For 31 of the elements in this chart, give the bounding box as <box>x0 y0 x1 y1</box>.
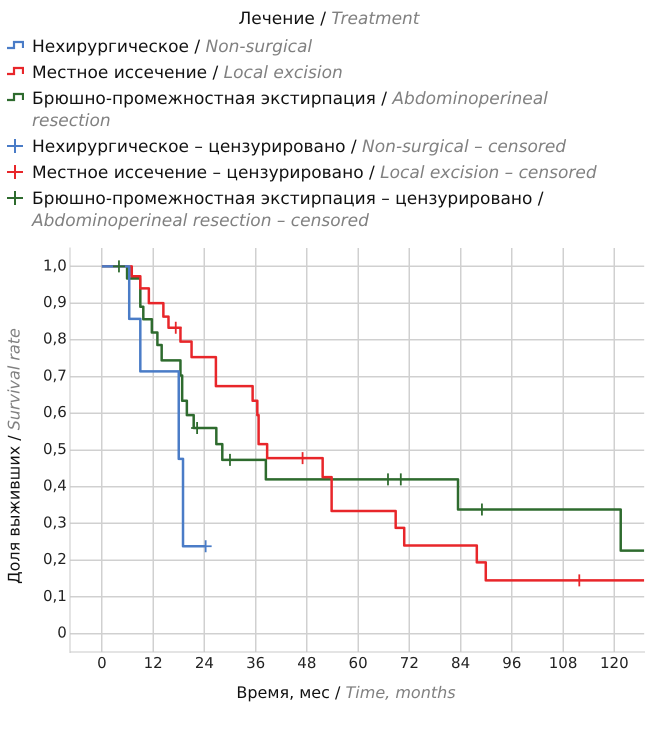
y-tick-label: 0,4 <box>42 476 67 495</box>
x-axis-title: Время, мес / Time, months <box>236 683 456 702</box>
y-tick-label: 0,5 <box>42 440 67 458</box>
y-tick-label: 0,9 <box>42 292 67 311</box>
y-tick-label: 0,6 <box>42 403 67 422</box>
text: Брюшно-промежностная экстирпация / Abdominoperineal resection <box>32 89 548 131</box>
x-tick-label: 72 <box>400 654 419 672</box>
y-axis-title: Доля выживших / Survival rate <box>4 328 24 584</box>
legend-label: Местное иссечение / Local excision <box>32 63 343 83</box>
y-tick-label: 0,7 <box>42 366 67 384</box>
legend-label: Местное иссечение – цензурировано / Local excision – censored <box>32 163 597 183</box>
x-tick-label: 96 <box>502 654 522 672</box>
y-tick-label: 0 <box>57 624 67 642</box>
legend-title: Лечение / Treatment <box>238 9 420 29</box>
legend-label: Нехирургическое / Non-surgical <box>32 37 312 57</box>
y-tick-label: 0,8 <box>42 330 67 348</box>
y-tick-label: 0,2 <box>42 550 67 568</box>
y-tick-label: 0,3 <box>42 513 67 532</box>
text: Брюшно-промежностная экстирпация – цензурировано / Abdominoperineal resection – censored <box>32 189 544 231</box>
x-tick-label: 0 <box>97 654 107 672</box>
y-tick-label: 1,0 <box>42 256 67 274</box>
x-tick-label: 108 <box>548 654 578 672</box>
y-tick-label: 0,1 <box>42 586 67 605</box>
x-tick-label: 120 <box>600 654 629 672</box>
x-tick-label: 12 <box>144 654 163 672</box>
legend-label: Нехирургическое – цензурировано / Non-surgical – censored <box>32 137 566 157</box>
x-tick-label: 48 <box>297 654 316 672</box>
x-tick-label: 60 <box>348 654 368 672</box>
x-tick-label: 36 <box>246 654 266 672</box>
x-tick-label: 84 <box>451 654 470 672</box>
x-tick-label: 24 <box>194 654 214 672</box>
